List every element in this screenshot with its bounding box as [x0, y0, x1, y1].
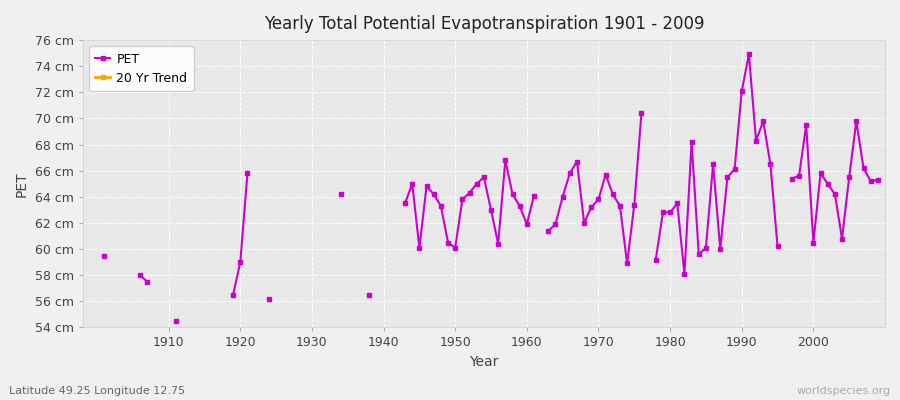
PET [364, 292, 374, 297]
Legend: PET, 20 Yr Trend: PET, 20 Yr Trend [89, 46, 194, 91]
PET [528, 193, 539, 198]
PET [521, 222, 532, 227]
PET [615, 204, 626, 208]
PET [872, 178, 883, 182]
Title: Yearly Total Potential Evapotranspiration 1901 - 2009: Yearly Total Potential Evapotranspiratio… [264, 15, 704, 33]
X-axis label: Year: Year [469, 355, 499, 369]
Text: worldspecies.org: worldspecies.org [796, 386, 891, 396]
PET [99, 253, 110, 258]
Text: Latitude 49.25 Longitude 12.75: Latitude 49.25 Longitude 12.75 [9, 386, 185, 396]
Line: PET: PET [102, 52, 880, 323]
Y-axis label: PET: PET [15, 171, 29, 196]
